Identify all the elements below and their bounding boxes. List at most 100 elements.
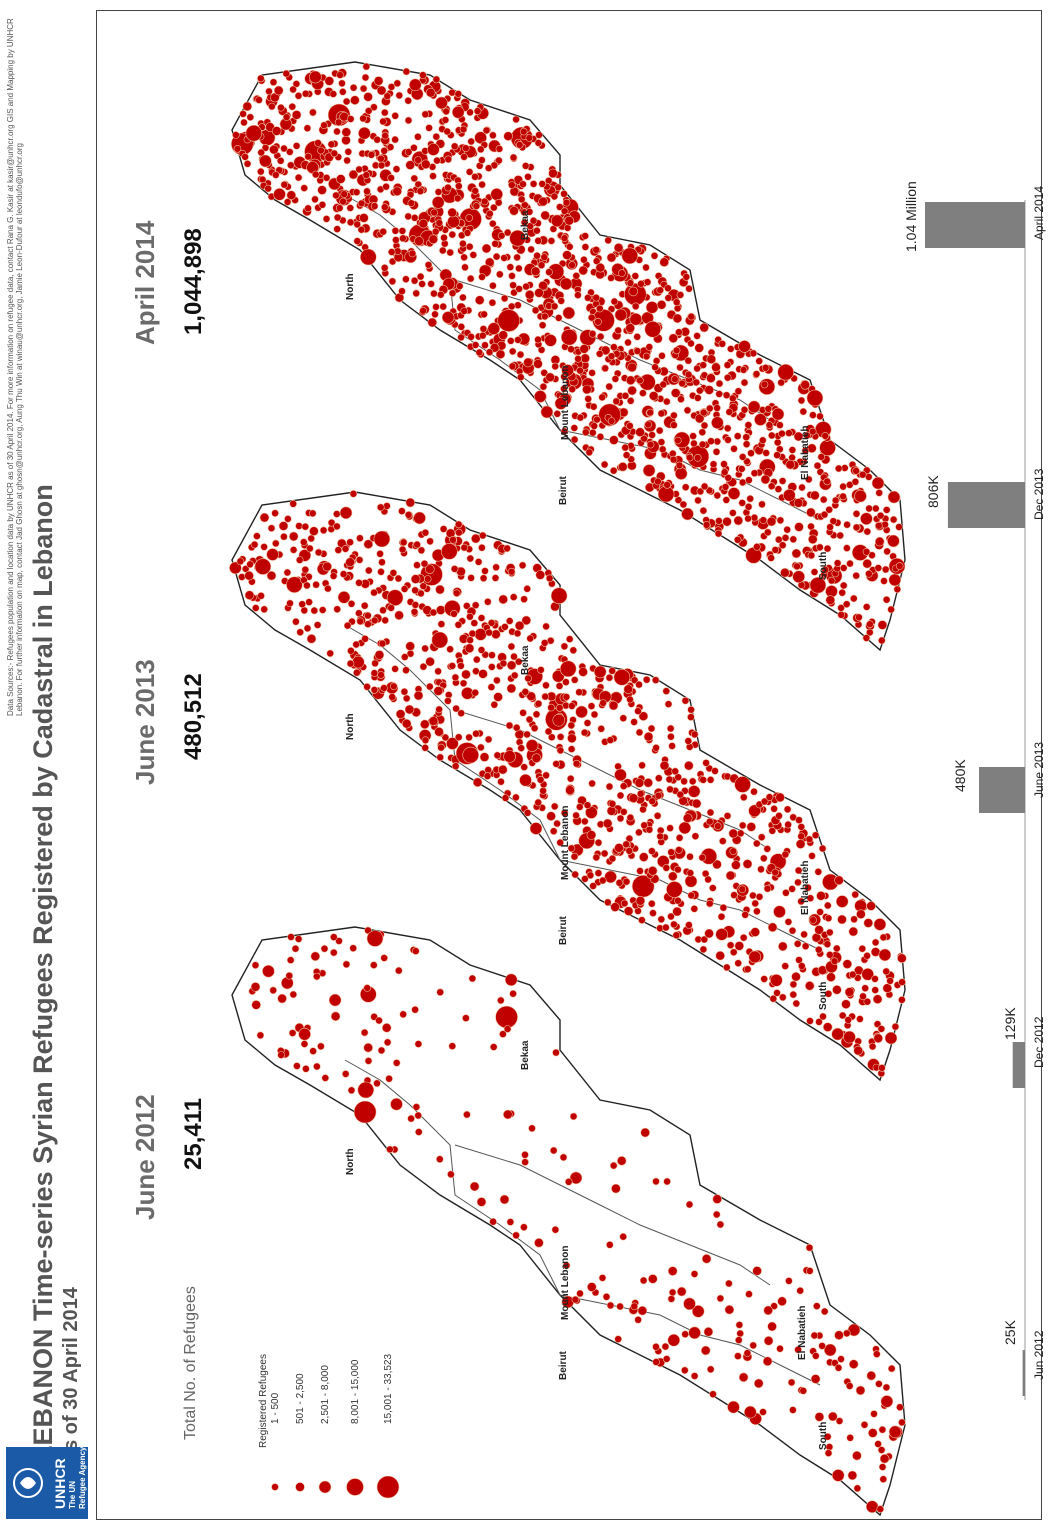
refugee-dot [292, 617, 300, 626]
bar-category-label: Dec 2013 [1032, 468, 1046, 520]
refugee-dot [598, 1274, 607, 1282]
refugee-dot [844, 1016, 853, 1024]
refugee-dot [771, 546, 780, 554]
refugee-dot [549, 827, 558, 836]
refugee-dot [569, 646, 578, 655]
refugee-dot [820, 1307, 829, 1316]
refugee-dot [537, 261, 546, 270]
refugee-dot [852, 467, 860, 475]
refugee-dot [310, 606, 319, 615]
refugee-dot [564, 1178, 573, 1186]
refugee-dot [696, 487, 705, 496]
refugee-dot [759, 854, 768, 863]
refugee-dot [576, 366, 584, 375]
refugee-dot [402, 67, 411, 76]
refugee-dot [604, 236, 613, 245]
refugee-dot [488, 219, 497, 228]
refugee-dot [575, 803, 584, 811]
refugee-dot [643, 731, 654, 742]
map-april-2014 [231, 61, 906, 652]
refugee-dot [370, 202, 379, 210]
refugee-dot [791, 971, 801, 982]
refugee-dot [773, 989, 781, 997]
refugee-dot [441, 733, 450, 742]
refugee-dot [763, 884, 772, 893]
refugee-dot [529, 216, 538, 225]
refugee-dot [333, 605, 342, 614]
refugee-dot [349, 944, 358, 953]
refugee-dot [429, 172, 437, 180]
refugee-dot [309, 526, 319, 537]
refugee-dot [628, 286, 639, 297]
refugee-dot [871, 938, 880, 947]
refugee-dot [339, 570, 348, 578]
refugee-dot [576, 413, 585, 422]
refugee-dot [363, 984, 372, 992]
refugee-dot [676, 1286, 687, 1297]
refugee-dot [330, 1011, 341, 1022]
refugee-dot [711, 767, 719, 775]
refugee-dot [509, 989, 517, 998]
refugee-dot [387, 604, 395, 612]
refugee-dot [499, 1194, 510, 1205]
refugee-dot [362, 62, 371, 71]
refugee-dot [814, 867, 823, 876]
refugee-dot [781, 533, 790, 542]
refugee-dot [896, 1403, 904, 1411]
refugee-dot [767, 431, 776, 440]
refugee-dot [598, 876, 607, 885]
refugee-dot [623, 684, 634, 695]
refugee-dot [662, 923, 670, 932]
refugee-dot [416, 272, 425, 281]
refugee-dot [706, 354, 717, 365]
refugee-dot [753, 542, 761, 551]
refugee-dot [489, 1217, 497, 1226]
legend-dot [346, 1478, 364, 1496]
refugee-dot [471, 601, 480, 610]
refugee-dot [467, 332, 475, 341]
refugee-dot [706, 1365, 715, 1374]
refugee-dot [800, 930, 808, 939]
refugee-dot [846, 1434, 855, 1442]
refugee-dot [377, 567, 385, 576]
refugee-dot [643, 278, 652, 286]
refugee-dot [863, 918, 874, 928]
refugee-dot [256, 167, 265, 176]
refugee-dot [443, 127, 452, 136]
refugee-dot [448, 289, 457, 298]
refugee-dot [846, 559, 854, 568]
refugee-dot [361, 634, 369, 643]
refugee-dot [863, 527, 872, 536]
refugee-dot [457, 333, 465, 342]
refugee-dot [667, 732, 675, 741]
refugee-dot [684, 874, 698, 888]
refugee-dot [346, 115, 355, 123]
refugee-dot [466, 554, 475, 563]
refugee-dot [844, 987, 855, 997]
refugee-dot [251, 1000, 262, 1010]
refugee-dot [569, 1171, 583, 1185]
refugee-dot [429, 608, 438, 617]
refugee-dot [805, 835, 814, 844]
refugee-dot [681, 483, 690, 492]
refugee-dot [380, 147, 389, 155]
refugee-dot [523, 357, 533, 368]
refugee-dot [512, 115, 520, 124]
refugee-dot [370, 669, 379, 677]
refugee-dot [348, 169, 359, 180]
refugee-dot [273, 188, 286, 201]
refugee-dot [713, 491, 722, 500]
refugee-dot [809, 411, 817, 419]
refugee-dot [567, 702, 576, 710]
refugee-dot [421, 736, 430, 745]
refugee-dot [874, 536, 885, 547]
refugee-dot [437, 743, 445, 752]
refugee-dot [865, 569, 873, 578]
refugee-dot [569, 1112, 578, 1121]
refugee-dot [560, 234, 569, 242]
refugee-dot [519, 127, 528, 136]
refugee-dot [421, 644, 429, 653]
refugee-dot [685, 921, 693, 929]
refugee-dot [834, 1364, 843, 1372]
refugee-dot [675, 328, 683, 337]
